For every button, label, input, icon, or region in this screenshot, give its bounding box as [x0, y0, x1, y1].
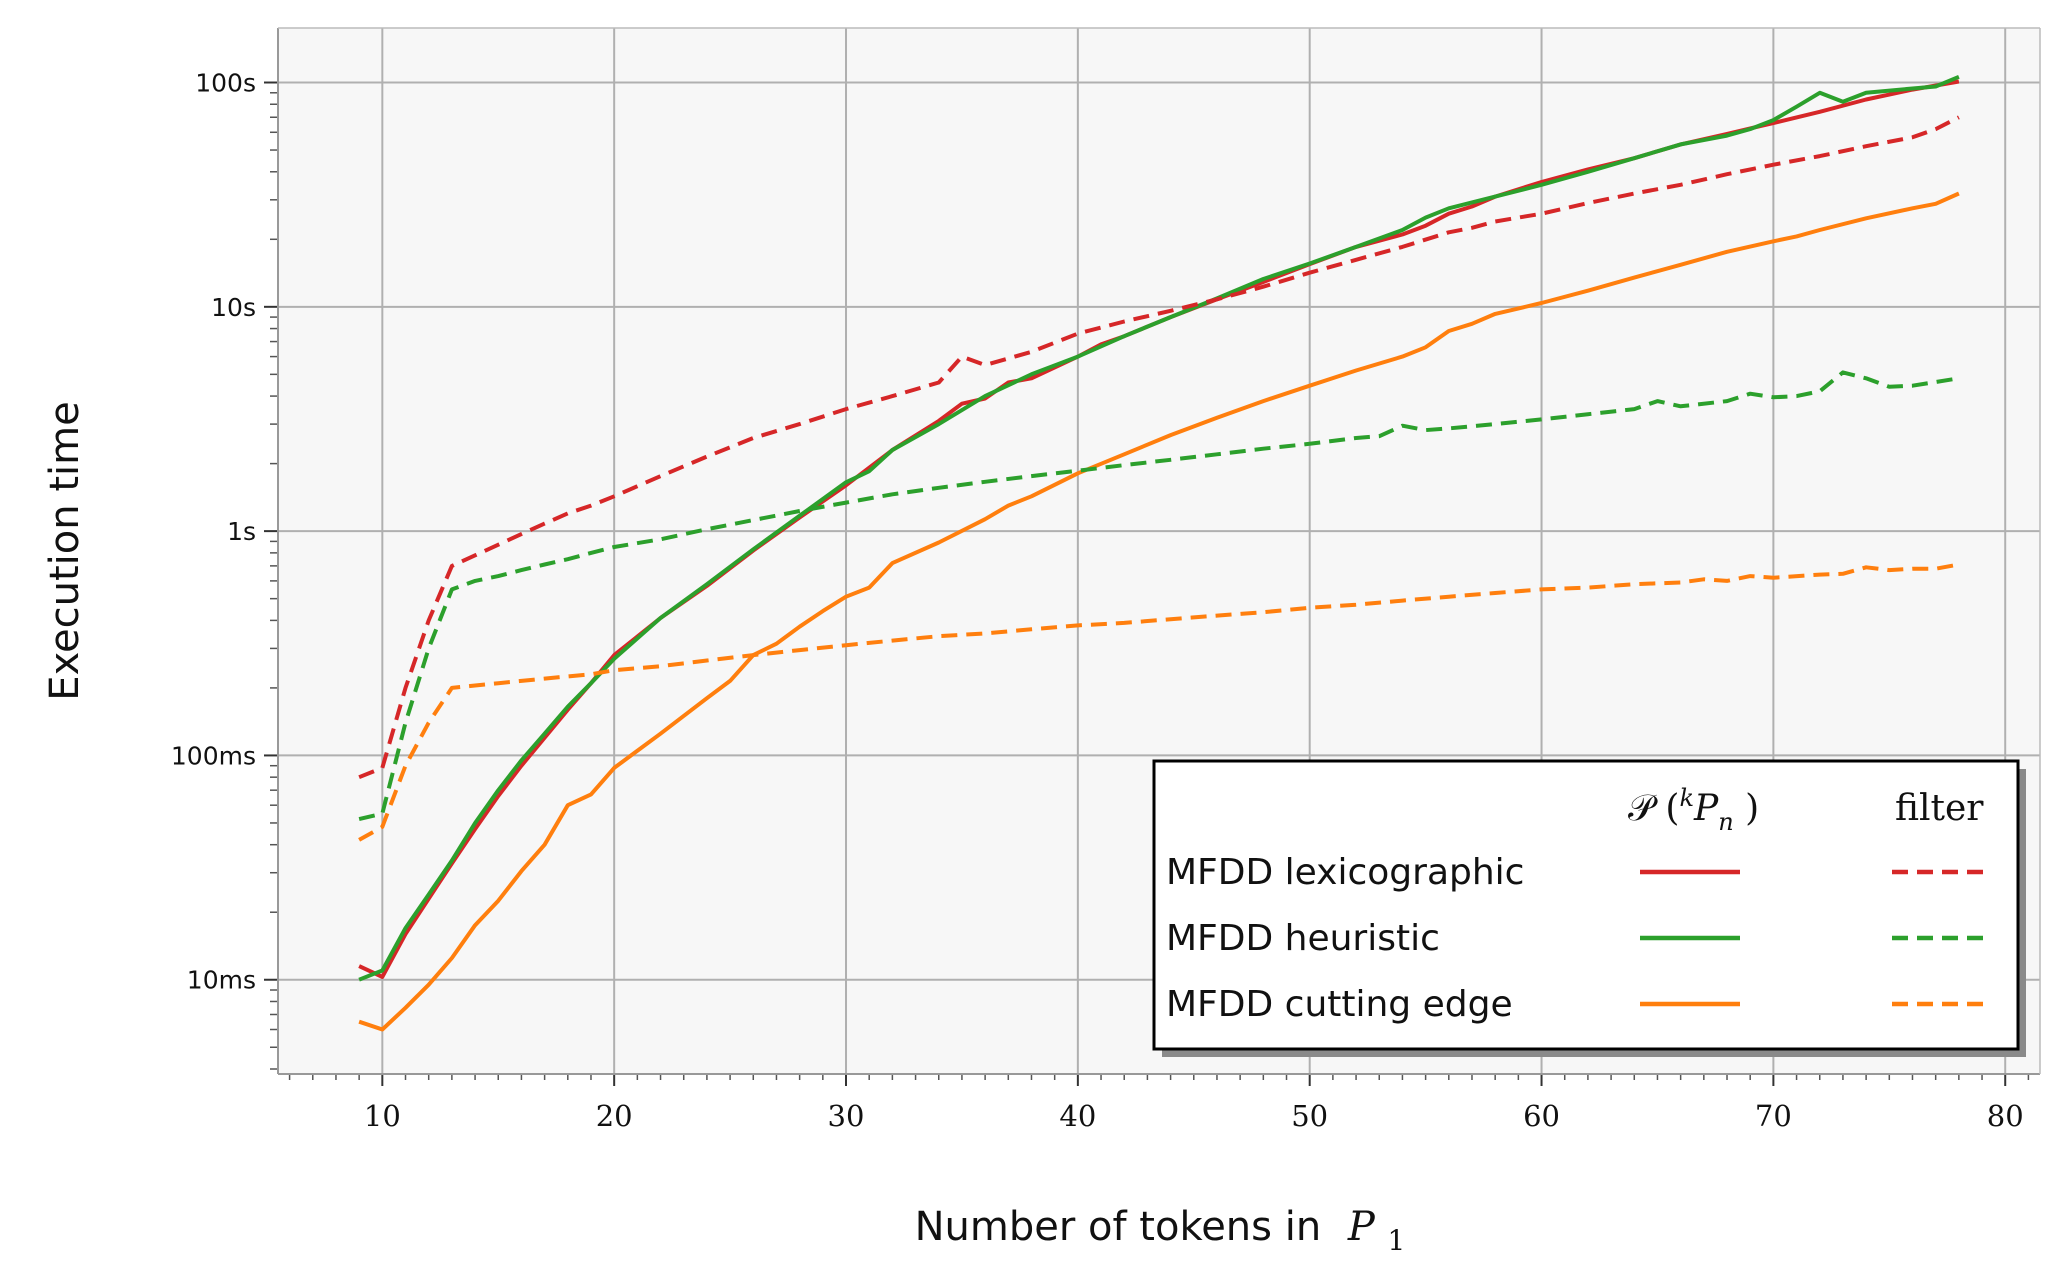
y-tick-label: 100s — [195, 69, 256, 98]
legend-entry-label: MFDD cutting edge — [1166, 984, 1513, 1025]
legend-header-symbol: 𝒫 ( — [1628, 788, 1679, 829]
legend: 𝒫 (kPn ) filter MFDD lexicographic MFDD heu… — [1154, 761, 2026, 1057]
y-tick-label: 10s — [211, 293, 256, 322]
y-tick-label: 100ms — [171, 741, 256, 770]
legend-entry-label: MFDD heuristic — [1166, 918, 1440, 959]
x-tick-label: 20 — [596, 1099, 633, 1133]
legend-header-subscript: n — [1718, 808, 1733, 836]
y-axis-label: Execution time — [42, 401, 88, 700]
x-tick-label: 60 — [1523, 1099, 1560, 1133]
x-axis-label-subscript: 1 — [1388, 1224, 1406, 1257]
legend-header-method: 𝒫 (kPn ) — [1628, 784, 1759, 836]
x-axis-label-symbol: P — [1347, 1204, 1376, 1250]
y-tick-label: 10ms — [187, 966, 256, 995]
x-axis-label-text: Number of tokens in — [915, 1204, 1322, 1250]
legend-header-close: ) — [1734, 788, 1760, 829]
x-axis-label: Number of tokens in P 1 — [915, 1204, 1406, 1257]
y-tick-label: 1s — [227, 517, 256, 546]
x-tick-label: 10 — [364, 1099, 401, 1133]
x-tick-label: 50 — [1291, 1099, 1328, 1133]
x-tick-label: 80 — [1987, 1099, 2024, 1133]
legend-header-var: P — [1693, 788, 1719, 829]
x-tick-label: 40 — [1059, 1099, 1096, 1133]
x-tick-label: 30 — [828, 1099, 865, 1133]
legend-header-superscript: k — [1679, 784, 1694, 812]
legend-entry-label: MFDD lexicographic — [1166, 852, 1524, 893]
x-tick-label: 70 — [1755, 1099, 1792, 1133]
legend-header-filter: filter — [1895, 788, 1984, 829]
